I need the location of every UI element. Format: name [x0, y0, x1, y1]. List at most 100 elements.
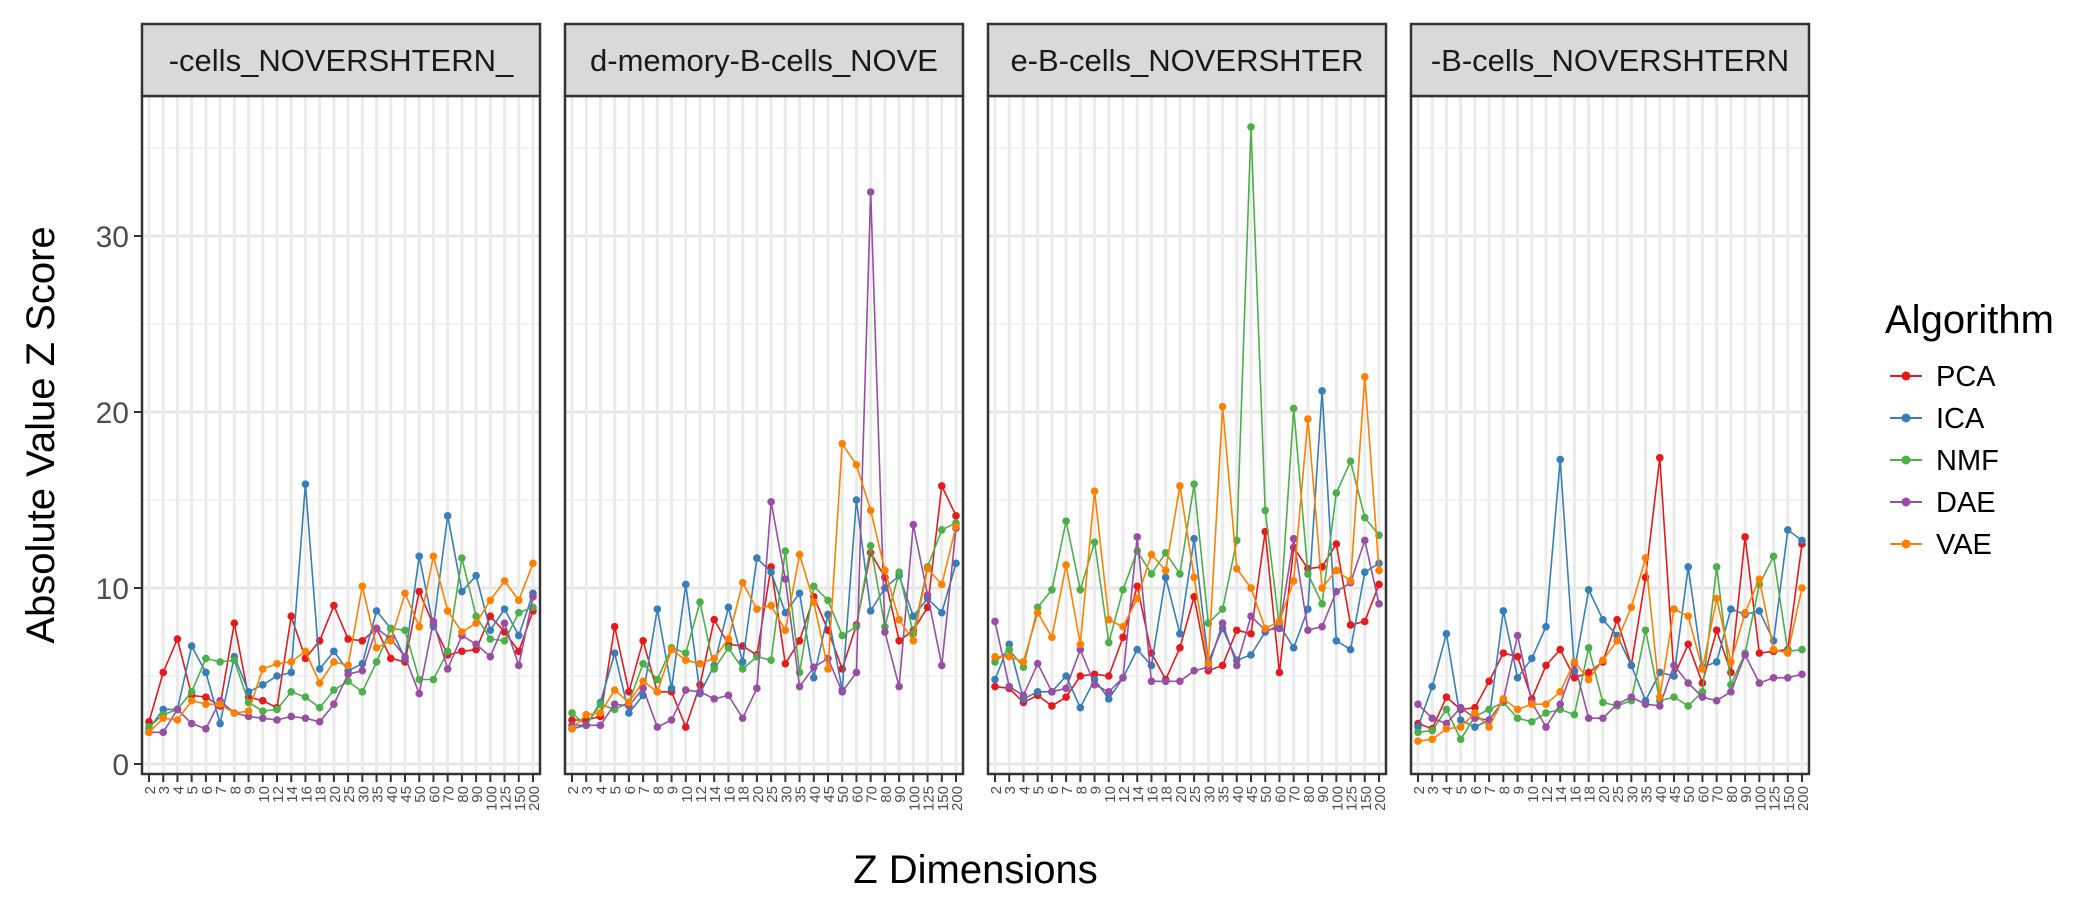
facet-strip — [140, 22, 542, 98]
x-tick-label: 60 — [849, 786, 866, 803]
data-point-vae — [1104, 615, 1113, 624]
data-point-vae — [401, 589, 409, 598]
data-point-vae — [315, 679, 324, 687]
data-point-nmf — [1147, 570, 1156, 578]
data-point-nmf — [1090, 538, 1099, 547]
data-point-dae — [667, 716, 676, 724]
data-point-ica — [809, 673, 818, 682]
data-point-nmf — [1304, 570, 1312, 578]
data-point-vae — [824, 665, 832, 673]
data-point-dae — [653, 723, 662, 731]
data-point-ica — [1332, 637, 1341, 645]
data-point-nmf — [1670, 693, 1678, 701]
data-point-pca — [1332, 540, 1341, 548]
x-tick-label: 125 — [1344, 786, 1361, 811]
data-point-ica — [202, 668, 210, 677]
data-point-pca — [1218, 661, 1227, 670]
data-point-pca — [1684, 640, 1693, 649]
x-tick-label: 30 — [355, 786, 372, 803]
data-point-vae — [1485, 723, 1493, 731]
series-line-pca — [148, 588, 534, 723]
data-point-vae — [866, 506, 875, 515]
data-point-dae — [415, 689, 424, 698]
data-point-dae — [1133, 533, 1142, 541]
series-line-vae — [995, 376, 1380, 664]
data-point-vae — [1584, 675, 1593, 684]
data-point-nmf — [895, 568, 903, 576]
x-tick-label: 7 — [1482, 786, 1499, 794]
data-point-ica — [514, 631, 523, 640]
x-tick-label: 25 — [341, 786, 358, 803]
x-tick-label: 125 — [921, 786, 938, 811]
data-point-pca — [1613, 615, 1621, 624]
x-tick-label: 7 — [636, 786, 653, 794]
facet-strip-label: -B-cells_NOVERSHTERN — [1431, 43, 1789, 78]
data-point-nmf — [1769, 552, 1778, 561]
x-tick-label: 60 — [1695, 786, 1712, 803]
legend-key-point — [1901, 539, 1911, 549]
data-point-nmf — [1019, 663, 1028, 671]
data-point-dae — [486, 652, 495, 661]
data-point-dae — [1670, 661, 1678, 670]
data-point-ica — [1783, 526, 1792, 534]
x-tick-label: 20 — [750, 786, 767, 803]
x-tick-label: 20 — [1596, 786, 1613, 803]
data-point-nmf — [1318, 600, 1326, 608]
data-point-nmf — [1005, 645, 1014, 654]
data-point-dae — [443, 665, 452, 673]
data-point-nmf — [187, 688, 196, 696]
data-point-vae — [529, 559, 537, 568]
series-line-dae — [149, 596, 534, 734]
data-point-dae — [1033, 659, 1042, 668]
legend-title: Algorithm — [1885, 298, 2054, 342]
data-point-pca — [1584, 668, 1593, 677]
data-point-vae — [358, 582, 367, 591]
x-tick-label: 100 — [906, 786, 923, 811]
data-point-vae — [1048, 633, 1056, 642]
y-tick-label: 0 — [112, 749, 129, 782]
x-tick-label: 7 — [213, 786, 230, 794]
data-point-dae — [315, 717, 324, 726]
data-point-dae — [753, 684, 761, 693]
x-tick-label: 7 — [1059, 786, 1076, 794]
series-line-ica — [148, 484, 534, 730]
data-point-vae — [1755, 575, 1764, 583]
data-point-vae — [173, 716, 182, 724]
data-point-ica — [753, 554, 761, 562]
data-point-dae — [1247, 612, 1255, 620]
data-point-dae — [1232, 661, 1241, 670]
x-tick-label: 200 — [1372, 786, 1389, 811]
legend-item-label: DAE — [1936, 487, 1996, 519]
data-point-pca — [895, 637, 903, 645]
data-point-nmf — [1104, 638, 1113, 647]
data-point-ica — [610, 649, 619, 657]
data-point-pca — [386, 654, 395, 663]
data-point-pca — [344, 635, 352, 643]
data-point-pca — [1190, 593, 1198, 601]
data-point-dae — [582, 721, 591, 730]
x-tick-label: 45 — [1667, 786, 1684, 803]
data-point-vae — [514, 596, 523, 605]
data-point-vae — [610, 686, 619, 694]
data-point-pca — [258, 696, 267, 705]
x-tick-label: 6 — [1045, 786, 1062, 794]
data-point-pca — [1247, 629, 1255, 638]
data-point-vae — [809, 598, 818, 606]
legend-key-point — [1901, 371, 1911, 381]
data-point-nmf — [1332, 489, 1341, 497]
data-point-nmf — [568, 709, 576, 717]
x-tick-label: 3 — [579, 786, 596, 794]
data-point-pca — [1104, 672, 1113, 680]
data-point-nmf — [767, 656, 775, 664]
x-tick-label: 70 — [441, 786, 458, 803]
data-point-nmf — [486, 635, 495, 643]
data-point-dae — [895, 682, 903, 691]
data-point-dae — [258, 714, 267, 723]
x-tick-label: 14 — [1553, 786, 1570, 803]
data-point-nmf — [1076, 585, 1085, 594]
data-point-vae — [1176, 482, 1184, 490]
data-point-vae — [838, 439, 847, 448]
data-point-pca — [1048, 702, 1056, 710]
x-tick-label: 4 — [170, 786, 187, 794]
